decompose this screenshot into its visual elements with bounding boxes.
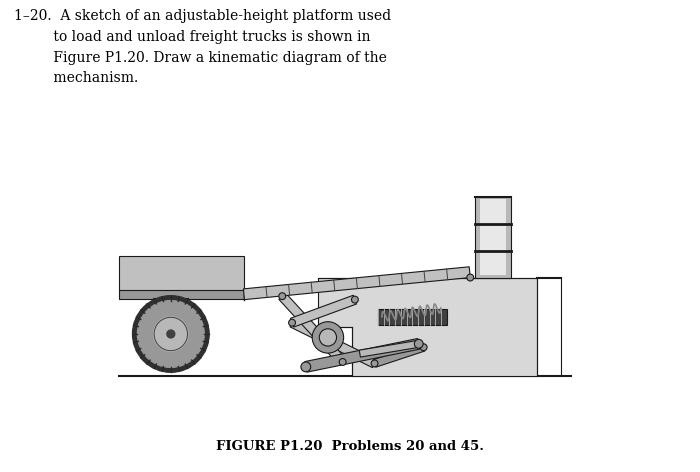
Circle shape (167, 330, 175, 338)
Circle shape (467, 274, 474, 281)
Text: 1–20.  A sketch of an adjustable-height platform used
         to load and unloa: 1–20. A sketch of an adjustable-height p… (14, 9, 391, 85)
Circle shape (351, 296, 358, 303)
Polygon shape (290, 319, 377, 368)
Circle shape (152, 315, 190, 353)
Circle shape (312, 322, 344, 353)
Polygon shape (318, 278, 536, 376)
Polygon shape (373, 344, 425, 367)
Polygon shape (244, 267, 470, 300)
Polygon shape (304, 338, 420, 372)
Circle shape (279, 293, 286, 300)
FancyBboxPatch shape (475, 196, 510, 278)
FancyBboxPatch shape (480, 199, 505, 275)
Circle shape (154, 317, 188, 351)
Circle shape (340, 359, 346, 365)
Polygon shape (290, 295, 356, 327)
Circle shape (301, 362, 311, 372)
Circle shape (288, 319, 295, 326)
Circle shape (420, 344, 427, 351)
Circle shape (132, 295, 209, 372)
Text: FIGURE P1.20  Problems 20 and 45.: FIGURE P1.20 Problems 20 and 45. (216, 439, 484, 453)
FancyBboxPatch shape (119, 290, 244, 299)
Polygon shape (359, 340, 419, 357)
FancyBboxPatch shape (378, 309, 447, 325)
Circle shape (319, 329, 337, 346)
Circle shape (137, 301, 204, 367)
Circle shape (414, 339, 423, 348)
Circle shape (371, 360, 378, 367)
FancyBboxPatch shape (119, 256, 244, 291)
Polygon shape (279, 293, 346, 365)
